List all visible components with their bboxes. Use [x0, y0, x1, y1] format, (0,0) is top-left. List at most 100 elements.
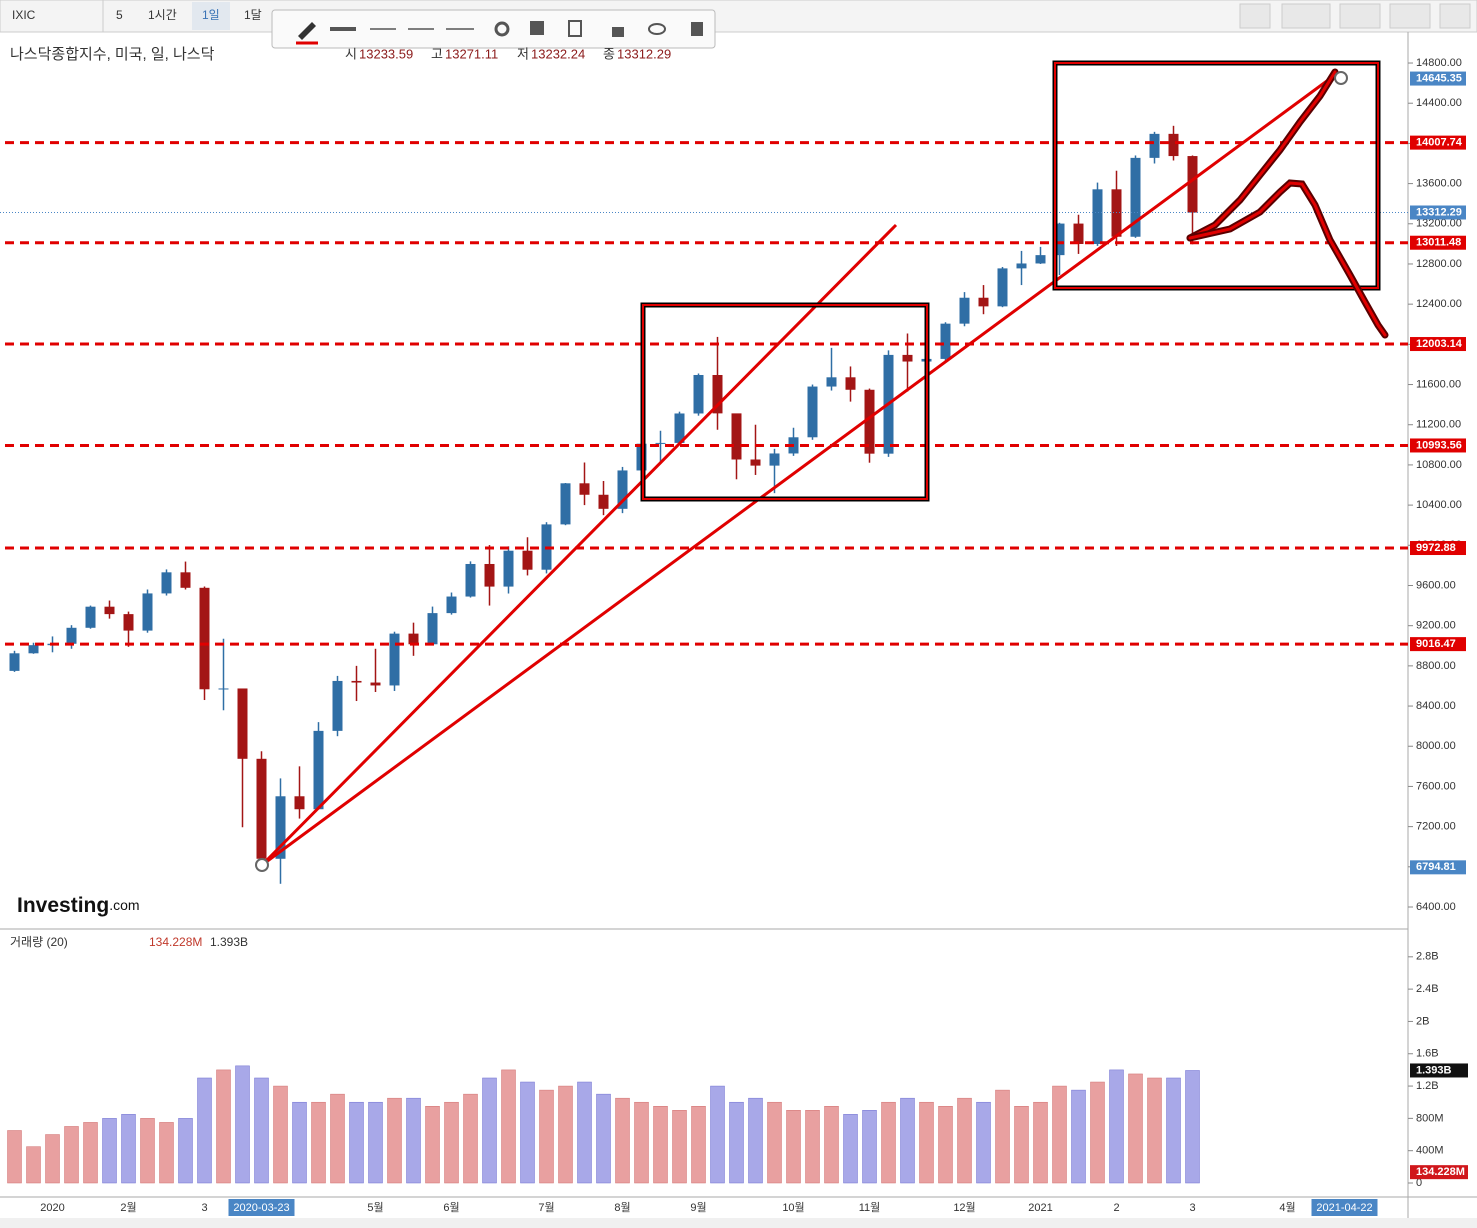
y-tick-label: 14800.00 [1416, 57, 1462, 69]
ohlc-value: 13233.59 [359, 46, 413, 61]
trend-line[interactable] [260, 223, 898, 867]
x-tick-label: 11월 [859, 1201, 881, 1214]
candle-body [1111, 189, 1122, 237]
fill-icon[interactable] [530, 21, 544, 35]
trend-line[interactable] [261, 73, 1336, 867]
volume-bar [672, 1110, 687, 1184]
candle-body [28, 645, 39, 654]
handle[interactable] [1334, 71, 1348, 85]
price-tag [1410, 860, 1466, 875]
ohlc-value: 13271.11 [445, 46, 498, 61]
volume-bar [216, 1069, 231, 1184]
y-tick-label: 13200.00 [1416, 218, 1462, 230]
trash-icon[interactable] [691, 22, 703, 36]
logo-suffix: .com [109, 897, 139, 913]
candle-body [940, 323, 951, 359]
candle-body [199, 587, 210, 690]
clone-icon[interactable] [568, 20, 582, 37]
x-tick-label: 2021-04-22 [1316, 1202, 1372, 1214]
template-button[interactable] [1281, 3, 1331, 29]
pencil-icon[interactable] [298, 22, 316, 40]
candle-body [370, 682, 381, 686]
volume-bar [843, 1114, 858, 1184]
level-tag [1410, 337, 1466, 352]
candle-body [598, 494, 609, 509]
level-label: 13011.48 [1416, 237, 1461, 249]
candle-body [446, 596, 457, 614]
candle-body [427, 613, 438, 645]
volume-bar [1052, 1085, 1067, 1184]
volume-legend: 134.228M [149, 935, 202, 949]
symbol[interactable]: IXIC [12, 8, 36, 22]
drawing-toolbar [271, 9, 716, 49]
x-crosshair-tag [1311, 1199, 1378, 1216]
candle-body [389, 633, 400, 686]
candle-body [66, 627, 77, 644]
x-tick-label: 2 [1113, 1202, 1119, 1214]
volume-bar [558, 1085, 573, 1184]
volume-bar [292, 1101, 307, 1184]
volume-bar [938, 1106, 953, 1184]
candle-body [123, 614, 134, 631]
camera-button[interactable] [1239, 3, 1271, 29]
volume-tag-label: 134.228M [1416, 1166, 1465, 1178]
handle[interactable] [255, 858, 269, 872]
candle-body [142, 593, 153, 631]
volume-bar [824, 1106, 839, 1184]
cloud-save[interactable] [1389, 3, 1431, 29]
volume-bar [159, 1122, 174, 1184]
volume-bar [881, 1101, 896, 1184]
volume-bar [254, 1077, 269, 1184]
volume-bar [311, 1101, 326, 1184]
y-tick-label: 400M [1416, 1145, 1444, 1157]
candle-body [978, 297, 989, 307]
interval[interactable]: 1달 [244, 8, 262, 22]
interval[interactable]: 1일 [202, 8, 220, 22]
volume-bar [976, 1101, 991, 1184]
logo: Investing.com [17, 894, 140, 917]
candle-body [256, 758, 267, 859]
candle-body [1149, 133, 1160, 158]
cloud-load[interactable] [1339, 3, 1381, 29]
volume-bar [1128, 1073, 1143, 1184]
y-tick-label: 0 [1416, 1177, 1422, 1189]
candle-body [9, 653, 20, 671]
ohlc-value: 13232.24 [531, 46, 585, 61]
candle-body [1054, 223, 1065, 256]
y-tick-label: 10800.00 [1416, 459, 1462, 471]
volume-bar [140, 1118, 155, 1184]
bottom-bar [0, 1218, 1477, 1228]
drawing-toolbar-bg [271, 9, 716, 49]
y-tick-label: 10400.00 [1416, 499, 1462, 511]
candle-body [845, 377, 856, 390]
x-tick-label: 8월 [614, 1201, 630, 1214]
volume-bar [767, 1101, 782, 1184]
lock-icon[interactable] [612, 27, 624, 37]
y-tick-label: 2.8B [1416, 951, 1439, 963]
y-tick-label: 11200.00 [1416, 419, 1461, 431]
candle-body [712, 374, 723, 414]
candle-body [275, 796, 286, 859]
volume-bar [748, 1097, 763, 1184]
x-tick-label: 10월 [782, 1201, 804, 1214]
interval[interactable]: 5 [116, 8, 123, 22]
box [1054, 62, 1379, 289]
x-tick-label: 3 [201, 1202, 207, 1214]
volume-bar [995, 1089, 1010, 1184]
eye-icon[interactable] [648, 23, 666, 35]
y-tick-label: 12800.00 [1416, 258, 1462, 270]
fullscreen[interactable] [1439, 3, 1471, 29]
interval[interactable]: 1시간 [148, 8, 177, 22]
annotations [255, 60, 1389, 872]
y-tick-label: 9600.00 [1416, 579, 1456, 591]
volume-bar [178, 1118, 193, 1184]
y-tick-label: 1.6B [1416, 1048, 1439, 1060]
candle-body [693, 374, 704, 414]
volume-tag-label: 1.393B [1416, 1064, 1452, 1076]
candle-body [332, 680, 343, 731]
logo-brand: Investing [17, 894, 109, 917]
volume-bar [957, 1097, 972, 1184]
settings-icon[interactable] [494, 21, 510, 37]
candle-body [1187, 156, 1198, 213]
